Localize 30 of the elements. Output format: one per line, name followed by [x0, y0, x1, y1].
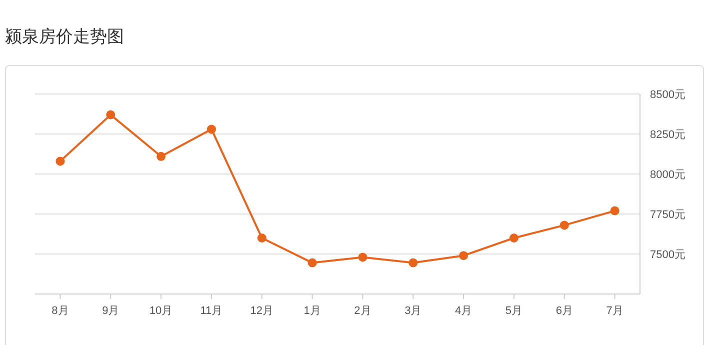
chart-title: 颍泉房价走势图	[5, 27, 124, 46]
x-tick-label: 8月	[52, 305, 69, 317]
x-tick-label: 11月	[200, 305, 223, 317]
x-tick-label: 5月	[505, 305, 523, 317]
y-tick-label: 7500元	[650, 249, 686, 261]
x-tick-label: 7月	[606, 305, 624, 317]
point	[408, 258, 418, 268]
x-tick-label: 10月	[149, 305, 173, 317]
x-tick-label: 1月	[304, 305, 321, 317]
point	[156, 152, 166, 161]
point	[610, 206, 620, 216]
x-tick-label: 6月	[556, 305, 573, 317]
y-tick-label: 7750元	[650, 209, 686, 221]
point	[358, 252, 368, 262]
x-tick-label: 4月	[454, 305, 472, 317]
y-tick-label: 8000元	[650, 169, 686, 181]
x-tick-label: 12月	[250, 305, 274, 317]
point	[206, 124, 216, 134]
point	[459, 251, 468, 260]
point	[257, 234, 266, 242]
point	[106, 110, 116, 120]
y-tick-label: 8500元	[650, 89, 686, 101]
point	[509, 234, 518, 242]
x-tick-label: 9月	[102, 305, 120, 317]
x-tick-label: 3月	[404, 305, 422, 317]
point	[308, 258, 317, 268]
point	[56, 156, 65, 166]
point	[560, 220, 569, 230]
x-tick-label: 2月	[354, 305, 372, 317]
y-tick-label: 8250元	[650, 129, 686, 141]
